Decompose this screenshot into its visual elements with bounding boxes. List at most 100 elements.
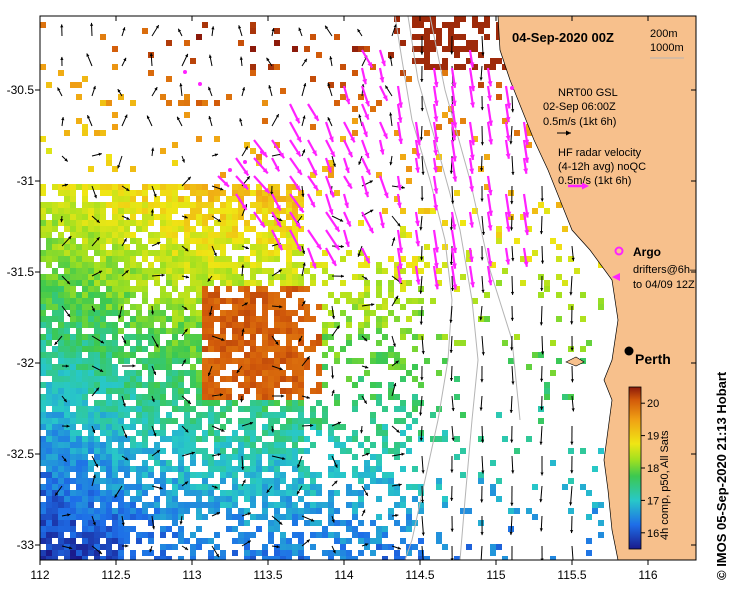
sst-pixel <box>292 364 298 370</box>
gsl-vector <box>540 365 544 382</box>
sst-pixel <box>106 220 112 226</box>
gsl-vector <box>91 387 100 397</box>
sst-pixel <box>214 286 220 292</box>
sst-pixel <box>250 454 256 460</box>
sst-pixel <box>106 508 112 514</box>
sst-pixel <box>238 304 244 310</box>
sst-pixel <box>202 304 208 310</box>
gsl-vector <box>146 115 153 127</box>
sst-pixel <box>94 340 100 346</box>
hf-vector <box>504 247 511 265</box>
sst-pixel <box>334 538 340 544</box>
sst-pixel <box>58 298 64 304</box>
sst-pixel <box>292 466 298 472</box>
sst-pixel <box>64 520 70 526</box>
sst-pixel <box>286 394 292 400</box>
sst-pixel <box>154 496 160 502</box>
sst-pixel <box>172 262 178 268</box>
sst-pixel <box>340 310 346 316</box>
sst-pixel <box>148 214 154 220</box>
sst-pixel <box>112 364 118 370</box>
sst-pixel <box>100 328 106 334</box>
sst-pixel <box>46 520 52 526</box>
sst-pixel <box>274 64 280 70</box>
sst-pixel <box>262 214 268 220</box>
sst-pixel <box>40 526 46 532</box>
sst-pixel <box>358 358 364 364</box>
sst-pixel <box>172 418 178 424</box>
sst-pixel <box>160 436 166 442</box>
sst-pixel <box>112 472 118 478</box>
sst-pixel <box>166 250 172 256</box>
sst-pixel <box>82 370 88 376</box>
x-tick-label: 115 <box>486 568 505 582</box>
sst-pixel <box>484 292 490 298</box>
sst-pixel <box>298 364 304 370</box>
sst-pixel <box>250 514 256 520</box>
sst-pixel <box>70 508 76 514</box>
sst-pixel <box>568 346 574 352</box>
sst-pixel <box>376 454 382 460</box>
sst-pixel <box>328 490 334 496</box>
sst-pixel <box>190 202 196 208</box>
sst-pixel <box>124 370 130 376</box>
sst-pixel <box>442 220 448 226</box>
sst-pixel <box>460 118 466 124</box>
sst-pixel <box>448 34 454 40</box>
sst-pixel <box>214 442 220 448</box>
sst-pixel <box>280 472 286 478</box>
sst-pixel <box>250 268 256 274</box>
gsl-vector <box>480 95 484 111</box>
sst-pixel <box>292 490 298 496</box>
sst-pixel <box>328 502 334 508</box>
sst-pixel <box>100 220 106 226</box>
sst-pixel <box>196 418 202 424</box>
gsl-vector <box>121 335 127 344</box>
sst-pixel <box>184 424 190 430</box>
sst-pixel <box>538 274 544 280</box>
gsl-vector <box>208 115 213 127</box>
sst-pixel <box>46 412 52 418</box>
gsl-vector <box>331 215 344 222</box>
hf-vector <box>396 85 403 108</box>
sst-pixel <box>64 208 70 214</box>
sst-pixel <box>352 556 358 560</box>
sst-pixel <box>136 400 142 406</box>
gsl-vector <box>360 425 364 434</box>
gsl-vector <box>181 155 185 163</box>
sst-pixel <box>142 382 148 388</box>
sst-pixel <box>286 484 292 490</box>
sst-pixel <box>442 64 448 70</box>
sst-pixel <box>160 394 166 400</box>
hf-radar-avg: (4-12h avg) noQC <box>558 161 646 173</box>
sst-pixel <box>58 454 64 460</box>
sst-pixel <box>214 502 220 508</box>
sst-pixel <box>94 514 100 520</box>
sst-pixel <box>58 208 64 214</box>
sst-pixel <box>82 286 88 292</box>
sst-pixel <box>76 460 82 466</box>
sst-pixel <box>298 478 304 484</box>
sst-pixel <box>598 304 604 310</box>
sst-pixel <box>286 256 292 262</box>
gsl-vector <box>181 481 189 487</box>
sst-pixel <box>526 226 532 232</box>
sst-pixel <box>106 454 112 460</box>
sst-pixel <box>244 286 250 292</box>
sst-pixel <box>82 478 88 484</box>
sst-pixel <box>412 298 418 304</box>
sst-pixel <box>172 430 178 436</box>
gsl-vector <box>450 455 454 473</box>
gsl-vector <box>177 28 183 37</box>
sst-pixel <box>178 310 184 316</box>
sst-pixel <box>352 454 358 460</box>
sst-pixel <box>106 298 112 304</box>
sst-pixel <box>262 364 268 370</box>
sst-pixel <box>88 304 94 310</box>
sst-pixel <box>226 406 232 412</box>
sst-pixel <box>82 532 88 538</box>
sst-pixel <box>172 250 178 256</box>
hf-vector <box>504 121 511 141</box>
sst-pixel <box>226 226 232 232</box>
sst-pixel <box>172 490 178 496</box>
